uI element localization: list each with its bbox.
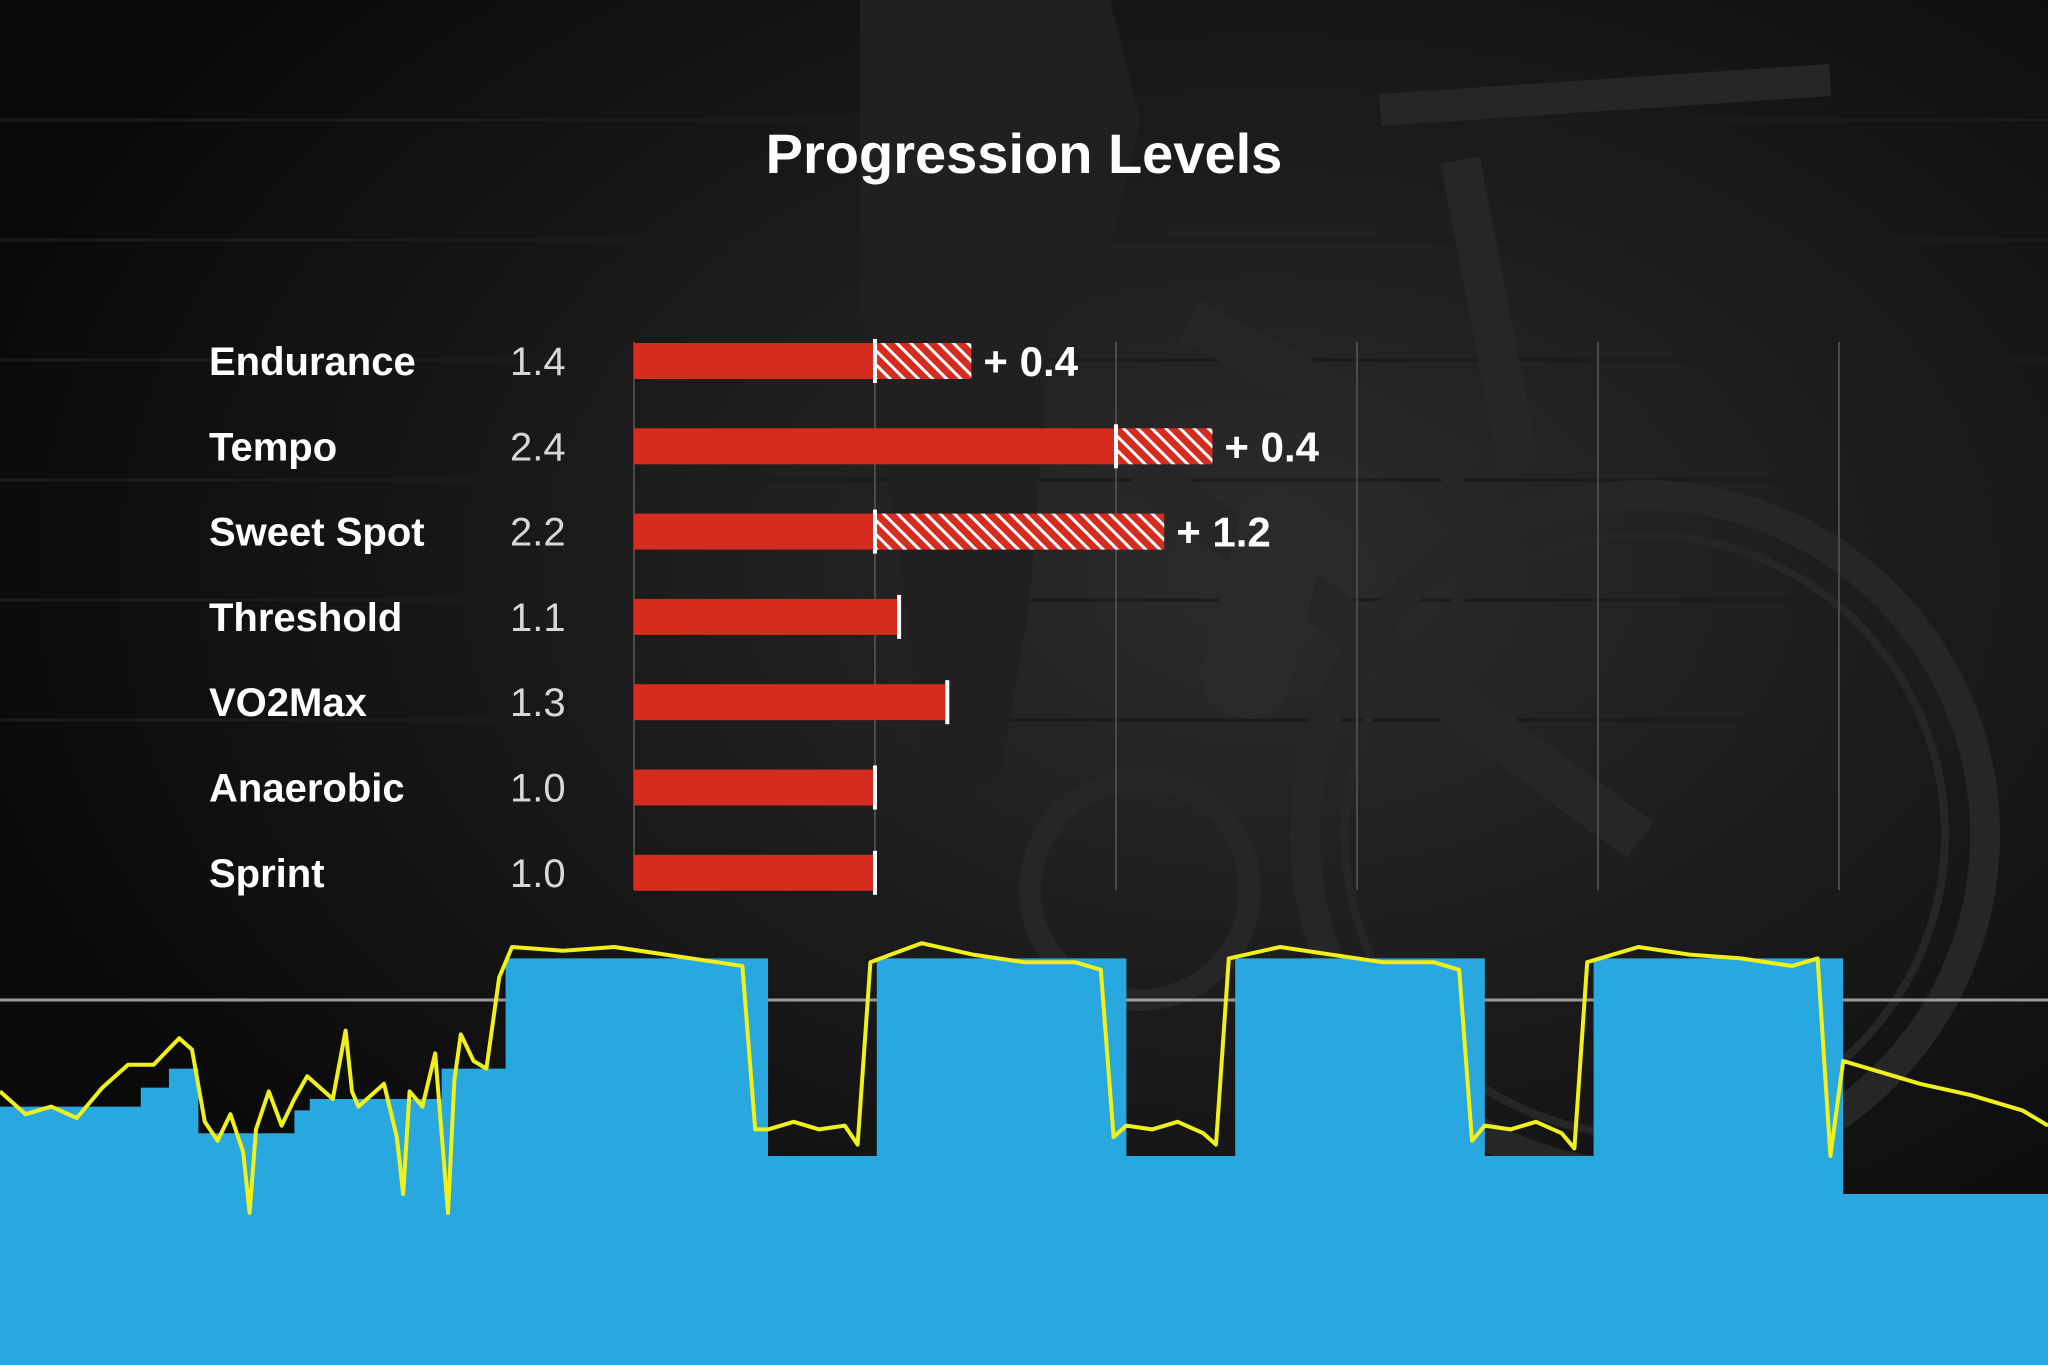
bar bbox=[634, 769, 875, 806]
increment-label: + 0.4 bbox=[1224, 423, 1319, 470]
increment-label: + 1.2 bbox=[1176, 509, 1271, 556]
bar bbox=[634, 428, 1116, 465]
level-marker bbox=[1114, 424, 1118, 469]
bar-series: Endurance 1.4 + 0.4 Tempo 2.4 + 0.4 Sweet Spot… bbox=[209, 338, 1320, 896]
category-label: Sprint bbox=[209, 852, 325, 896]
value-label: 1.0 bbox=[510, 852, 566, 896]
actual-power-line bbox=[0, 941, 2048, 1215]
bar bbox=[634, 343, 875, 379]
level-marker bbox=[897, 594, 902, 639]
level-marker bbox=[945, 680, 950, 725]
value-label: 2.4 bbox=[510, 425, 566, 469]
category-label: VO2Max bbox=[209, 681, 367, 725]
level-marker bbox=[873, 765, 877, 810]
category-label: Threshold bbox=[209, 596, 402, 640]
category-label: Anaerobic bbox=[209, 767, 405, 811]
category-label: Endurance bbox=[209, 340, 416, 384]
increment-bar bbox=[875, 343, 972, 379]
value-label: 1.3 bbox=[510, 681, 566, 725]
rider-silhouette bbox=[860, 0, 1140, 800]
level-marker bbox=[873, 339, 877, 383]
water-bottle bbox=[1200, 490, 1327, 719]
category-label: Sweet Spot bbox=[209, 511, 425, 555]
value-label: 1.0 bbox=[510, 767, 566, 811]
target-power-area bbox=[0, 958, 2048, 1365]
value-label: 1.4 bbox=[510, 340, 566, 384]
increment-bar bbox=[875, 513, 1165, 550]
chart-title: Progression Levels bbox=[766, 122, 1283, 185]
increment-label: + 0.4 bbox=[983, 338, 1078, 385]
value-label: 1.1 bbox=[510, 596, 566, 640]
value-label: 2.2 bbox=[510, 511, 566, 555]
progression-chart: Progression Levels Endurance 1.4 + 0.4 Temp… bbox=[209, 122, 1840, 896]
bar bbox=[634, 854, 875, 891]
category-label: Tempo bbox=[209, 425, 337, 469]
level-marker bbox=[873, 850, 877, 895]
bar bbox=[634, 598, 900, 635]
level-marker bbox=[873, 509, 877, 554]
increment-bar bbox=[1116, 428, 1213, 465]
bar bbox=[634, 684, 948, 721]
workout-profile bbox=[0, 941, 2048, 1365]
bar bbox=[634, 513, 875, 550]
